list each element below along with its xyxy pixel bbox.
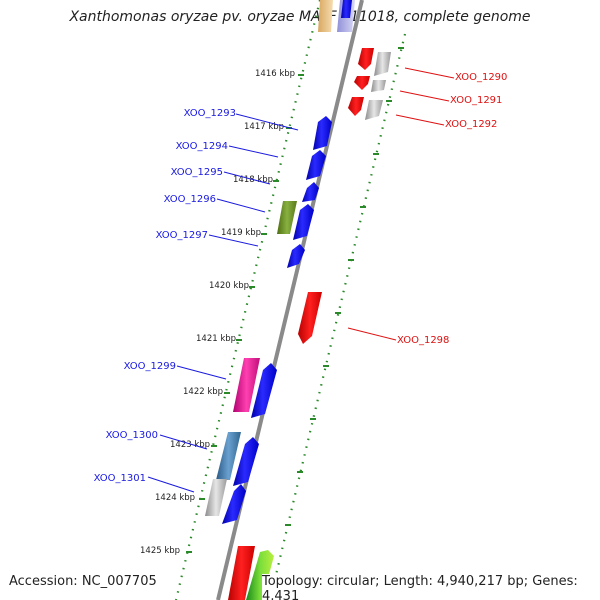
topology-text: Topology: circular; Length: 4,940,217 bp… — [262, 574, 600, 600]
gene-xoo1296-blue[interactable] — [293, 204, 314, 240]
outer-tick-marks — [285, 47, 404, 526]
kbp-label-1417: 1417 kbp — [244, 122, 284, 132]
gene-label-xoo1294[interactable]: XOO_1294 — [176, 141, 228, 152]
gene-xoo1297[interactable] — [287, 244, 305, 268]
gene-xoo1301-grey[interactable] — [205, 479, 227, 516]
kbp-label-1425: 1425 kbp — [140, 546, 180, 556]
inner-dotted-ring — [174, 0, 322, 600]
gene-partial-red-bottom — [228, 546, 255, 600]
gene-xoo1301-blue[interactable] — [222, 484, 246, 524]
gene-xoo1300-blue[interactable] — [233, 437, 259, 486]
gene-label-xoo1300[interactable]: XOO_1300 — [106, 430, 158, 441]
kbp-label-1420: 1420 kbp — [209, 281, 249, 291]
kbp-label-1419: 1419 kbp — [221, 228, 261, 238]
gene-xoo1300-steel[interactable] — [216, 432, 241, 480]
kbp-label-1421: 1421 kbp — [196, 334, 236, 344]
kbp-label-1416: 1416 kbp — [255, 69, 295, 79]
gene-label-xoo1292[interactable]: XOO_1292 — [445, 119, 497, 130]
gene-label-xoo1293[interactable]: XOO_1293 — [184, 108, 236, 119]
gene-label-xoo1298[interactable]: XOO_1298 — [397, 335, 449, 346]
gene-xoo1291-red[interactable] — [354, 76, 370, 90]
gene-partial-green-bottom — [246, 550, 274, 600]
gene-label-xoo1296[interactable]: XOO_1296 — [164, 194, 216, 205]
gene-partial-blue-top — [341, 0, 352, 18]
gene-xoo1298[interactable] — [298, 292, 322, 344]
accession-text: Accession: NC_007705 — [9, 574, 157, 589]
kbp-label-1422: 1422 kbp — [183, 387, 223, 397]
gene-xoo1292-red[interactable] — [348, 97, 364, 116]
gene-xoo1296-olive[interactable] — [277, 201, 297, 234]
gene-label-xoo1301[interactable]: XOO_1301 — [94, 473, 146, 484]
kbp-label-1423: 1423 kbp — [170, 440, 210, 450]
gene-label-xoo1295[interactable]: XOO_1295 — [171, 167, 223, 178]
gene-xoo1294[interactable] — [306, 150, 326, 180]
gene-label-xoo1297[interactable]: XOO_1297 — [156, 230, 208, 241]
gene-xoo1295[interactable] — [302, 182, 319, 202]
gene-xoo1292-grey[interactable] — [365, 100, 383, 120]
gene-label-xoo1299[interactable]: XOO_1299 — [124, 361, 176, 372]
gene-xoo1291-grey[interactable] — [371, 80, 386, 92]
gene-label-xoo1291[interactable]: XOO_1291 — [450, 95, 502, 106]
gene-xoo1290-grey[interactable] — [374, 52, 391, 76]
callout-lines-forward — [147, 113, 299, 493]
gene-xoo1299-magenta[interactable] — [233, 358, 260, 412]
outer-dotted-ring — [268, 33, 407, 600]
map-title: Xanthomonas oryzae pv. oryzae MAFF 31101… — [69, 9, 531, 25]
gene-partial-peach — [318, 0, 333, 32]
kbp-label-1424: 1424 kbp — [155, 493, 195, 503]
callout-lines-reverse — [347, 67, 455, 341]
gene-xoo1299-blue[interactable] — [251, 363, 277, 418]
gene-xoo1290-red[interactable] — [358, 48, 374, 70]
gene-label-xoo1290[interactable]: XOO_1290 — [455, 72, 507, 83]
gene-xoo1293[interactable] — [313, 116, 332, 150]
